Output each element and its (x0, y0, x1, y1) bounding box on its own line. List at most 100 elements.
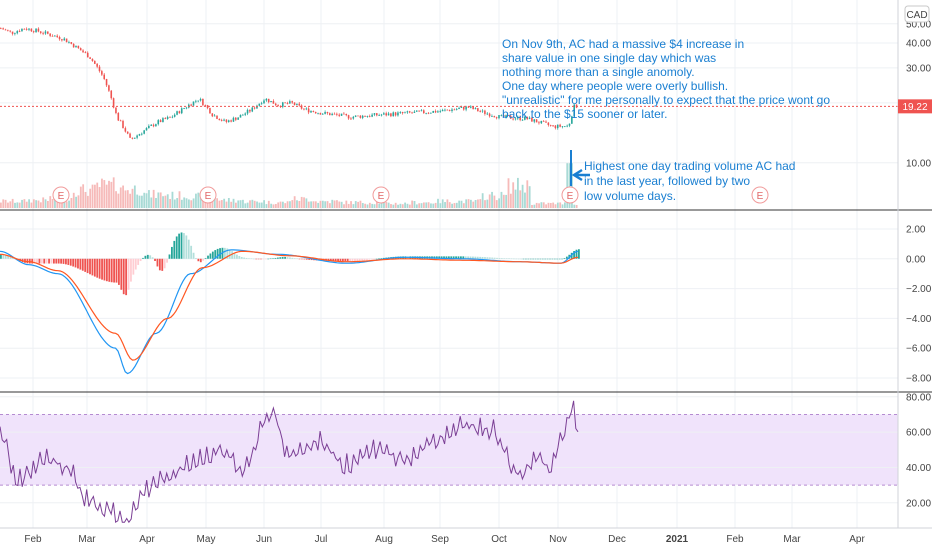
volume-bar (404, 202, 406, 208)
macd-histogram-bar (125, 258, 128, 296)
volume-bar (190, 200, 193, 208)
volume-bar (293, 196, 296, 208)
macd-histogram-bar (43, 258, 46, 264)
volume-bar (521, 184, 524, 208)
volume-bar (472, 201, 475, 208)
volume-bar (441, 199, 444, 208)
time-tick-label: Feb (24, 534, 42, 545)
volume-bar (112, 177, 115, 208)
macd-histogram-bar (158, 258, 161, 271)
macd-histogram-bar (144, 255, 147, 259)
candle-body (411, 112, 413, 114)
volume-bar (39, 202, 42, 208)
volume-bar (23, 199, 26, 208)
candle-body (246, 109, 249, 114)
macd-histogram-bar (60, 258, 63, 264)
candle-body (434, 111, 437, 113)
macd-histogram-bar (250, 258, 253, 260)
volume-bar (380, 201, 383, 208)
macd-histogram-bar (67, 258, 70, 265)
macd-histogram-bar (36, 258, 38, 264)
volume-bar (559, 202, 562, 208)
volume-bar (343, 204, 345, 208)
time-tick-label: Jul (315, 534, 328, 545)
macd-histogram-bar (284, 256, 286, 259)
volume-bar (227, 198, 230, 208)
volume-bar (77, 195, 80, 208)
candle-body (105, 78, 108, 86)
candle-body (458, 107, 460, 109)
price-tick-label: 10.00 (906, 158, 931, 169)
earnings-marker-label: E (58, 191, 65, 202)
volume-bar (216, 198, 218, 208)
macd-histogram-bar (488, 257, 491, 259)
volume-bar (418, 203, 421, 208)
volume-bar (42, 197, 45, 208)
volume-bar (542, 202, 545, 208)
candle-body (70, 42, 73, 44)
candle-body (235, 117, 237, 120)
volume-bar (448, 202, 451, 208)
volume-bar (453, 203, 456, 208)
candle-body (263, 100, 265, 104)
volume-bar (364, 203, 367, 208)
volume-bar (11, 198, 14, 208)
volume-bar (538, 203, 540, 208)
candle-body (68, 42, 70, 43)
candle-body (303, 108, 305, 110)
candle-body (549, 125, 552, 126)
rsi-band (0, 414, 898, 486)
macd-histogram-bar (467, 256, 470, 259)
time-axis[interactable]: Feb Mar Apr May Jun Jul Aug Sep Oct Nov Dec 2021 Feb… (24, 534, 865, 545)
macd-histogram-bar (529, 258, 532, 260)
volume-bar (131, 188, 134, 208)
candle-body (30, 28, 33, 32)
candle-body (552, 125, 554, 127)
macd-histogram-bar (154, 258, 156, 261)
macd-histogram-bar (211, 251, 214, 259)
volume-bar (282, 201, 284, 208)
volume-bar (321, 200, 324, 208)
candle-body (136, 135, 138, 138)
macd-histogram-bar (79, 258, 82, 270)
candle-body (206, 105, 209, 109)
candle-body (404, 112, 406, 114)
candle-body (277, 105, 279, 107)
volume-bar (0, 202, 2, 208)
macd-histogram-bar (257, 258, 260, 260)
candle-body (324, 111, 326, 114)
volume-bar (126, 190, 129, 208)
candle-body (152, 124, 155, 127)
macd-histogram-bar (337, 258, 339, 262)
currency-badge[interactable] (904, 5, 930, 23)
volume-bar (531, 204, 533, 208)
macd-histogram-bar (484, 257, 486, 259)
macd-histogram-bar (175, 236, 178, 259)
volume-bar (524, 192, 526, 208)
macd-histogram-bar (558, 258, 561, 260)
candle-body (96, 63, 98, 67)
candle-body (354, 115, 357, 117)
candle-body (524, 116, 526, 120)
annotation-line: "unrealistic" for me personally to expec… (502, 93, 830, 107)
candle-body (56, 35, 58, 38)
volume-bar (310, 201, 312, 208)
candle-body (561, 126, 564, 128)
volume-bar (30, 202, 33, 208)
macd-tick-label: −8.00 (906, 374, 932, 385)
macd-histogram-bar (378, 258, 380, 259)
candle-body (230, 120, 232, 122)
macd-histogram-bar (122, 258, 125, 295)
time-tick-label: Apr (849, 534, 865, 545)
macd-histogram-bar (561, 258, 563, 260)
candle-body (488, 113, 491, 117)
candle-body (2, 28, 4, 30)
candle-body (129, 133, 131, 138)
volume-bar (289, 201, 291, 208)
macd-histogram-bar (305, 258, 308, 260)
candle-body (16, 31, 19, 34)
volume-bar (507, 178, 510, 208)
volume-bar (354, 201, 357, 208)
